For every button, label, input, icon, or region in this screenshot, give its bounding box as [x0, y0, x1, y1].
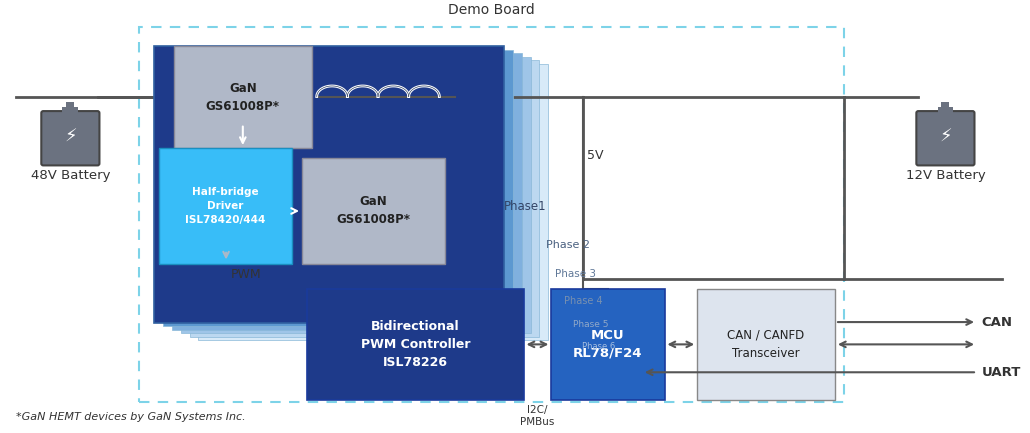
- FancyBboxPatch shape: [551, 289, 664, 400]
- Text: Phase 3: Phase 3: [555, 269, 596, 279]
- FancyBboxPatch shape: [159, 148, 293, 265]
- Text: PWM: PWM: [231, 268, 262, 281]
- Text: ⚡: ⚡: [64, 127, 76, 145]
- FancyBboxPatch shape: [199, 64, 548, 340]
- Text: 12V Battery: 12V Battery: [905, 169, 986, 182]
- Text: Phase 4: Phase 4: [564, 296, 603, 306]
- Text: MCU
RL78/F24: MCU RL78/F24: [573, 329, 643, 360]
- FancyBboxPatch shape: [163, 50, 513, 326]
- FancyBboxPatch shape: [174, 46, 312, 148]
- Text: UART: UART: [982, 366, 1022, 379]
- Text: Half-bridge
Driver
ISL78420/444: Half-bridge Driver ISL78420/444: [185, 187, 266, 225]
- FancyBboxPatch shape: [180, 57, 530, 333]
- FancyBboxPatch shape: [154, 46, 504, 323]
- FancyBboxPatch shape: [937, 107, 954, 113]
- Text: Phase 6: Phase 6: [582, 343, 615, 351]
- Text: Bidirectional
PWM Controller
ISL78226: Bidirectional PWM Controller ISL78226: [360, 320, 470, 369]
- Text: 5V: 5V: [587, 149, 604, 162]
- FancyBboxPatch shape: [941, 102, 950, 107]
- Text: Phase 2: Phase 2: [546, 240, 590, 250]
- FancyBboxPatch shape: [63, 107, 78, 113]
- Text: CAN / CANFD
Transceiver: CAN / CANFD Transceiver: [727, 329, 804, 360]
- Text: ⚡: ⚡: [939, 127, 952, 145]
- Text: GaN
GS61008P*: GaN GS61008P*: [206, 81, 280, 113]
- FancyBboxPatch shape: [302, 158, 445, 265]
- Text: Phase1: Phase1: [504, 200, 547, 213]
- FancyBboxPatch shape: [190, 60, 540, 336]
- Text: GaN
GS61008P*: GaN GS61008P*: [337, 196, 410, 226]
- Text: Demo Board: Demo Board: [448, 3, 535, 17]
- FancyBboxPatch shape: [66, 102, 74, 107]
- Text: CAN: CAN: [982, 316, 1012, 329]
- Text: Phase 5: Phase 5: [573, 320, 609, 329]
- FancyBboxPatch shape: [917, 111, 974, 165]
- FancyBboxPatch shape: [41, 111, 100, 165]
- Text: *GaN HEMT devices by GaN Systems Inc.: *GaN HEMT devices by GaN Systems Inc.: [16, 411, 246, 421]
- Text: I2C/
PMBus: I2C/ PMBus: [520, 405, 554, 427]
- FancyBboxPatch shape: [307, 289, 523, 400]
- FancyBboxPatch shape: [172, 53, 521, 330]
- FancyBboxPatch shape: [697, 289, 835, 400]
- Text: 48V Battery: 48V Battery: [31, 169, 110, 182]
